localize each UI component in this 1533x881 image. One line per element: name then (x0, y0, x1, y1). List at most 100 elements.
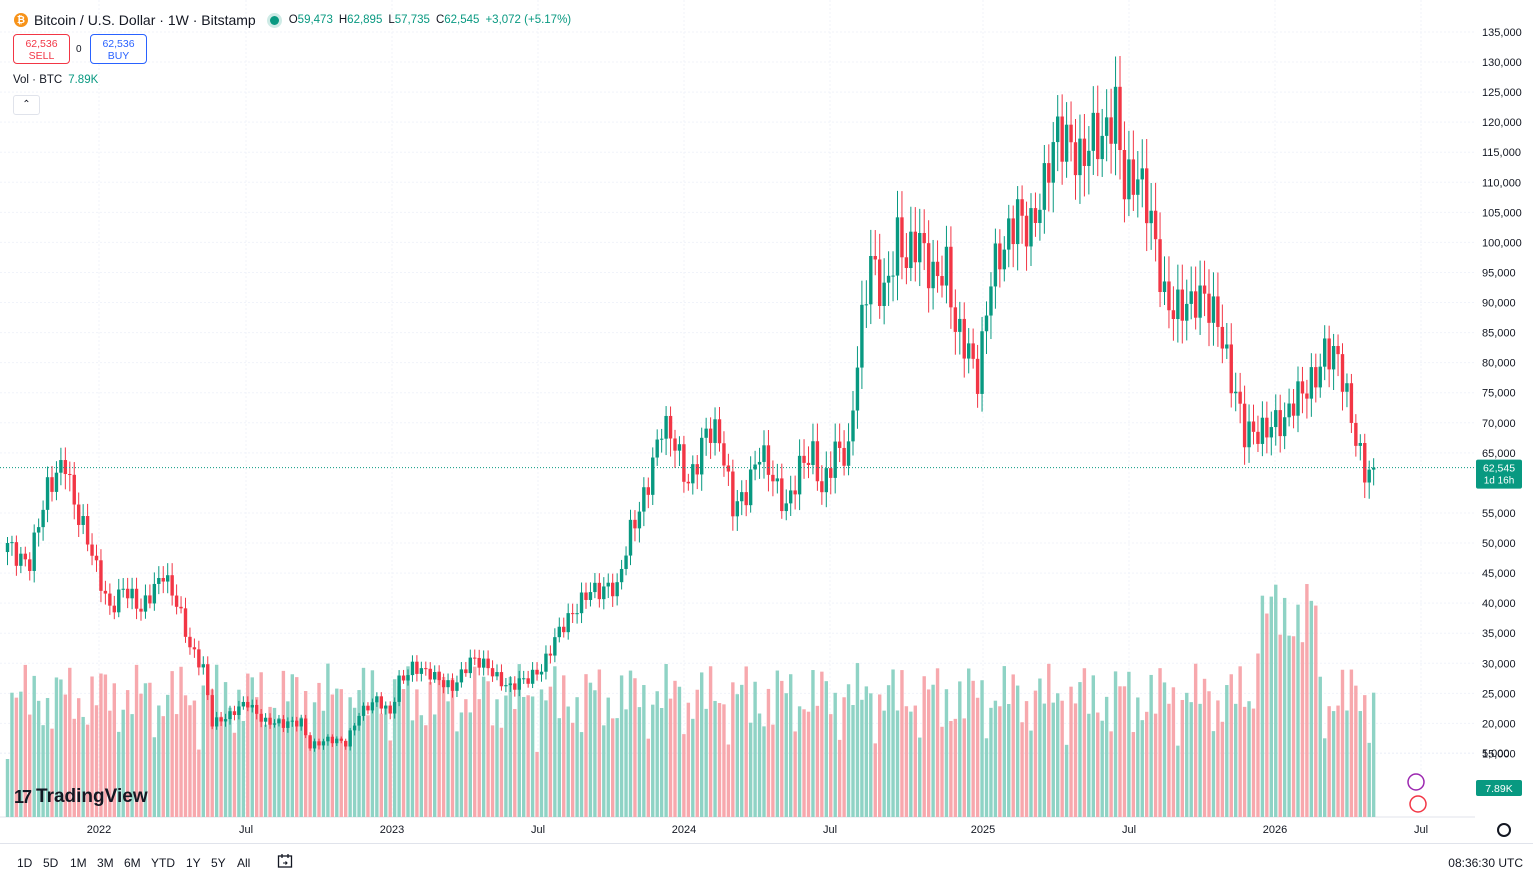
volume-bar (602, 725, 606, 817)
candle-body (926, 243, 931, 289)
timeframe-1d[interactable]: 1D (17, 856, 33, 870)
volume-bar (255, 697, 259, 817)
volume-bar (1296, 604, 1300, 817)
volume-bar (263, 724, 268, 817)
candle-body (5, 543, 10, 553)
volume-bar (904, 706, 909, 817)
volume-bar (753, 681, 757, 817)
volume-bar (134, 664, 139, 817)
volume-bar (682, 734, 686, 817)
volume-bar (642, 685, 646, 817)
price-tick-label: 90,000 (1482, 298, 1516, 310)
candle-body (166, 575, 170, 582)
volume-bar (214, 664, 219, 817)
buy-button[interactable]: 62,536 BUY (90, 34, 147, 64)
candle-body (366, 705, 370, 711)
volume-bar (1140, 720, 1144, 817)
volume-bar (1291, 636, 1296, 817)
candle-body (139, 608, 143, 612)
candle-body (228, 711, 232, 720)
candle-body (455, 682, 459, 691)
volume-value: 7.89K (68, 74, 99, 86)
candle-body (326, 736, 330, 742)
candle-body (1038, 209, 1042, 223)
symbol-title[interactable]: Bitcoin / U.S. Dollar · 1W · Bitstamp (34, 12, 256, 28)
timeframe-6m[interactable]: 6M (124, 856, 141, 870)
close-value: 62,545 (444, 14, 480, 26)
candle-body (290, 720, 294, 722)
volume-bar (1269, 596, 1273, 817)
volume-bar (1113, 671, 1118, 817)
candle-body (1127, 159, 1131, 200)
candle-body (85, 516, 90, 545)
volume-bar (1193, 663, 1198, 817)
volume-bar (691, 718, 695, 817)
volume-bar (1323, 738, 1327, 817)
volume-bar (1145, 711, 1149, 817)
candle-body (410, 661, 415, 676)
timeframe-3m[interactable]: 3M (97, 856, 114, 870)
volume-bar (673, 680, 677, 817)
settings-gear-icon[interactable] (1497, 823, 1511, 837)
candle-body (241, 701, 246, 707)
volume-bar (139, 693, 143, 817)
collapse-legend-button[interactable]: ⌃ (13, 95, 40, 115)
candle-body (544, 653, 548, 672)
volume-bar (446, 701, 450, 817)
volume-bar (1136, 697, 1140, 817)
volume-bar (366, 715, 370, 817)
volume-bar (686, 702, 691, 817)
timeframe-5d[interactable]: 5D (43, 856, 59, 870)
volume-bar (953, 718, 958, 817)
volume-bar (219, 716, 223, 817)
timeframe-ytd[interactable]: YTD (151, 856, 175, 870)
volume-bar (1349, 669, 1354, 817)
candle-body (428, 668, 432, 680)
volume-bar (740, 684, 744, 817)
candle-body (392, 701, 397, 714)
volume-bar (246, 673, 250, 817)
volume-bar (1198, 703, 1202, 817)
volume-bar (846, 684, 851, 817)
utc-clock[interactable]: 08:36:30 UTC (1448, 856, 1523, 870)
calendar-range-icon[interactable] (277, 853, 293, 869)
candle-body (1220, 326, 1225, 349)
high-value: 62,895 (347, 14, 383, 26)
timeframe-1y[interactable]: 1Y (186, 856, 201, 870)
candle-body (424, 668, 428, 670)
volume-bar (361, 667, 366, 817)
candle-body (882, 282, 886, 306)
candle-body (214, 717, 219, 727)
volume-bar (1127, 671, 1131, 817)
candle-body (1296, 381, 1300, 416)
timeframe-all[interactable]: All (237, 856, 251, 870)
candle-body (441, 680, 446, 688)
candle-body (651, 457, 655, 495)
last-price-countdown: 1d 16h (1484, 476, 1515, 487)
timeframe-1m[interactable]: 1M (70, 856, 87, 870)
volume-bar (174, 714, 179, 817)
sell-button[interactable]: 62,536 SELL (13, 34, 70, 64)
price-tick-label: 80,000 (1482, 358, 1516, 370)
timeframe-5y[interactable]: 5Y (211, 856, 226, 870)
candle-body (59, 460, 63, 473)
candle-body (1358, 442, 1362, 446)
change-value: +3,072 (+5.17%) (485, 14, 572, 26)
candle-body (1096, 112, 1100, 160)
volume-bar (1153, 713, 1158, 817)
price-tick-label: 85,000 (1482, 328, 1516, 340)
volume-bar (1363, 695, 1367, 817)
volume-bar (1051, 702, 1055, 817)
price-chart[interactable]: 135,000 130,000 125,000 120,000 115,000 110,0… (0, 0, 1533, 843)
bottom-toolbar: 1D 5D 1M 3M 6M YTD 1Y 5Y All 08:36:30 UT… (0, 843, 1533, 881)
volume-bar (975, 697, 980, 817)
candle-body (1300, 381, 1305, 394)
volume-bar (584, 674, 588, 817)
candle-body (415, 661, 419, 674)
volume-bar (157, 705, 161, 817)
volume-bar (677, 686, 682, 817)
volume-bar (148, 682, 152, 817)
volume-bar (793, 731, 797, 817)
volume-legend[interactable]: Vol · BTC 7.89K (13, 74, 98, 86)
volume-bar (1176, 745, 1180, 817)
